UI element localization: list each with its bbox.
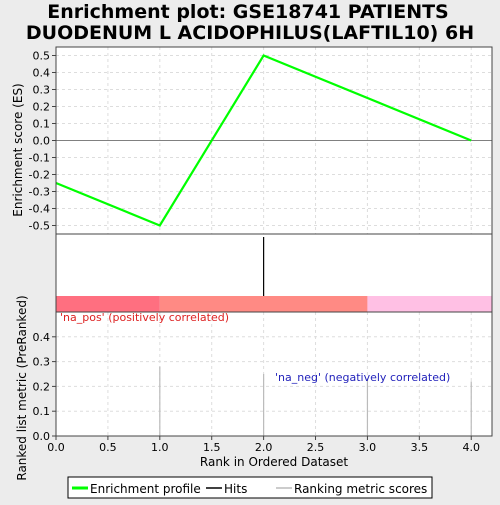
x-tick-label: 4.0	[462, 441, 480, 454]
color-bar-segment	[367, 296, 492, 312]
x-axis-label: Rank in Ordered Dataset	[200, 455, 348, 469]
x-tick-label: 0.0	[47, 441, 65, 454]
es-y-tick-label: -0.4	[29, 203, 50, 216]
legend-label-hits: Hits	[224, 482, 247, 496]
ranking-color-bar	[56, 296, 492, 312]
legend-item-ranking-metric-scores: Ranking metric scores	[276, 482, 427, 496]
legend-label-ranking-metric-scores: Ranking metric scores	[294, 482, 427, 496]
x-tick-label: 1.0	[151, 441, 169, 454]
color-bar-segment	[160, 296, 368, 312]
x-tick-label: 3.0	[359, 441, 377, 454]
rank-y-axis-label: Ranked list metric (PreRanked)	[15, 295, 29, 480]
es-y-tick-label: 0.1	[33, 118, 51, 131]
x-tick-label: 2.0	[255, 441, 273, 454]
legend-label-enrichment-profile: Enrichment profile	[90, 482, 201, 496]
x-tick-label: 1.5	[203, 441, 221, 454]
x-tick-label: 2.5	[307, 441, 325, 454]
color-bar-segment	[56, 296, 160, 312]
x-tick-label: 0.5	[99, 441, 117, 454]
positive-correlation-label: 'na_pos' (positively correlated)	[60, 311, 229, 324]
rank-y-tick-label: 0.1	[33, 405, 51, 418]
rank-y-tick-label: 0.3	[33, 356, 51, 369]
es-y-tick-label: 0.0	[33, 135, 51, 148]
es-y-tick-label: 0.3	[33, 84, 51, 97]
es-y-tick-label: 0.2	[33, 101, 51, 114]
title-line-1: Enrichment plot: GSE18741 PATIENTS	[47, 1, 449, 23]
hits-panel-background	[56, 234, 492, 296]
es-y-tick-label: -0.2	[29, 169, 50, 182]
es-y-axis-label: Enrichment score (ES)	[11, 83, 25, 216]
es-y-tick-label: -0.3	[29, 186, 50, 199]
title-line-2: DUODENUM L ACIDOPHILUS(LAFTIL10) 6H	[26, 22, 474, 44]
x-tick-label: 3.5	[411, 441, 429, 454]
rank-y-tick-label: 0.4	[33, 331, 51, 344]
es-y-tick-label: -0.5	[29, 220, 50, 233]
rank-y-tick-label: 0.2	[33, 380, 51, 393]
es-y-tick-label: 0.4	[33, 67, 51, 80]
negative-correlation-label: 'na_neg' (negatively correlated)	[275, 371, 450, 384]
es-y-tick-label: -0.1	[29, 152, 50, 165]
legend-item-enrichment-profile: Enrichment profile	[72, 482, 201, 496]
es-y-tick-label: 0.5	[33, 50, 51, 63]
